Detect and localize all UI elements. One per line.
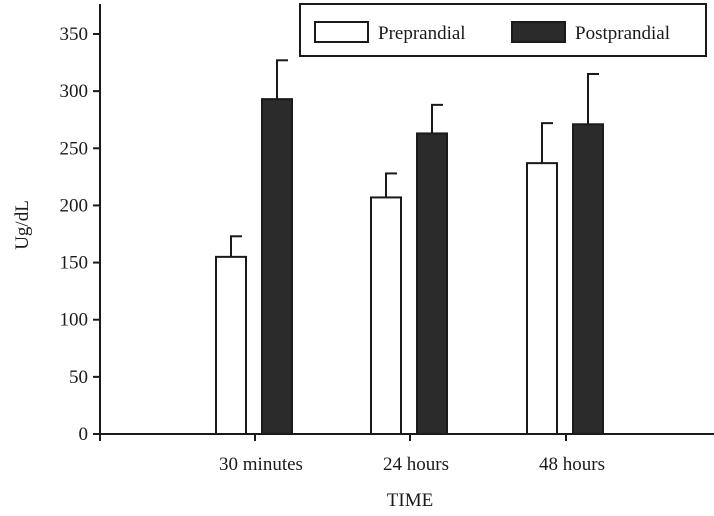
x-tick-label: 24 hours — [383, 454, 449, 475]
y-tick-label: 200 — [60, 195, 89, 216]
y-tick-label: 250 — [60, 138, 89, 159]
x-axis-ticks: 30 minutes 24 hours 48 hours — [99, 434, 605, 475]
legend-swatch-postprandial — [511, 21, 566, 43]
legend-swatch-preprandial — [314, 21, 369, 43]
bar-postprandial — [572, 123, 604, 436]
plot-frame — [99, 4, 714, 435]
bar-preprandial — [526, 162, 558, 435]
legend-label-preprandial: Preprandial — [378, 23, 466, 44]
y-tick-label: 300 — [60, 81, 89, 102]
y-axis-ticks: 0 50 100 150 200 250 300 350 — [60, 24, 100, 445]
bars — [215, 59, 604, 436]
bar-postprandial — [261, 98, 293, 436]
legend-label-postprandial: Postprandial — [575, 23, 670, 44]
y-tick-label: 150 — [60, 253, 89, 274]
y-tick-label: 0 — [79, 424, 89, 445]
bar-preprandial — [215, 255, 247, 435]
bar-postprandial — [416, 132, 448, 436]
legend: Preprandial Postprandial — [299, 3, 707, 57]
x-tick-label: 48 hours — [539, 454, 605, 475]
x-axis-title: TIME — [387, 490, 433, 511]
y-tick-label: 350 — [60, 24, 89, 45]
x-tick-label: 30 minutes — [219, 454, 303, 475]
y-tick-label: 50 — [69, 367, 88, 388]
y-axis-title: Ug/dL — [12, 200, 33, 250]
y-tick-label: 100 — [60, 310, 89, 331]
bar-preprandial — [370, 196, 402, 435]
